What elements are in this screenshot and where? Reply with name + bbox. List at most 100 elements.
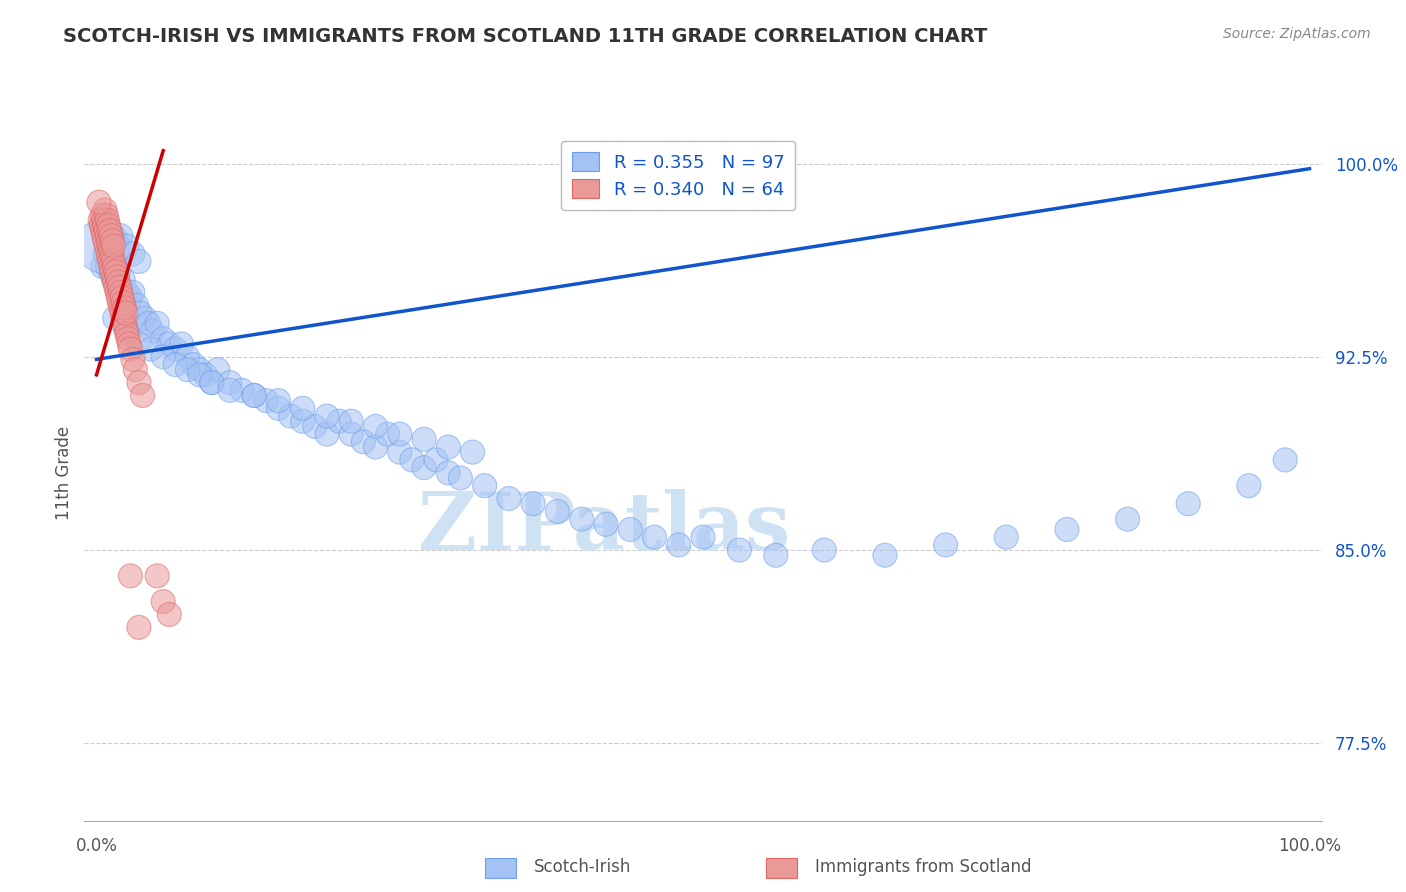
Point bbox=[183, 358, 205, 372]
Point bbox=[103, 269, 125, 284]
Point bbox=[87, 195, 110, 210]
Point bbox=[100, 244, 122, 259]
Point bbox=[104, 260, 127, 274]
Point bbox=[995, 530, 1018, 544]
Point bbox=[176, 362, 198, 376]
Point bbox=[101, 265, 124, 279]
Point bbox=[1116, 512, 1139, 526]
Text: Source: ZipAtlas.com: Source: ZipAtlas.com bbox=[1223, 27, 1371, 41]
Point bbox=[873, 548, 896, 562]
Point bbox=[110, 228, 132, 243]
Point bbox=[165, 342, 187, 356]
Point bbox=[280, 409, 302, 423]
Point bbox=[461, 445, 484, 459]
Point bbox=[139, 342, 162, 356]
Point bbox=[128, 376, 150, 390]
Point bbox=[128, 337, 150, 351]
Point bbox=[122, 352, 145, 367]
Point bbox=[316, 427, 339, 442]
Point bbox=[107, 275, 129, 289]
Point bbox=[152, 332, 174, 346]
Point bbox=[110, 301, 132, 315]
Point bbox=[104, 275, 127, 289]
Point bbox=[112, 301, 135, 315]
Point bbox=[377, 427, 399, 442]
Point bbox=[364, 440, 387, 454]
Point bbox=[98, 223, 121, 237]
Point bbox=[100, 228, 122, 243]
Point bbox=[291, 414, 314, 428]
Point bbox=[104, 234, 127, 248]
Point bbox=[401, 453, 423, 467]
Point bbox=[97, 221, 120, 235]
Point bbox=[115, 324, 138, 338]
Point bbox=[165, 358, 187, 372]
Point bbox=[96, 244, 118, 259]
Point bbox=[114, 321, 136, 335]
Point bbox=[96, 208, 118, 222]
Point bbox=[103, 254, 125, 268]
Point bbox=[107, 291, 129, 305]
Point bbox=[201, 376, 224, 390]
Point bbox=[1056, 523, 1078, 537]
Point bbox=[413, 460, 436, 475]
Point bbox=[110, 280, 132, 294]
Point bbox=[96, 213, 118, 227]
Point bbox=[111, 291, 134, 305]
Point bbox=[89, 213, 111, 227]
Text: Immigrants from Scotland: Immigrants from Scotland bbox=[815, 858, 1032, 876]
Point bbox=[94, 202, 117, 217]
Point bbox=[131, 388, 153, 402]
Point bbox=[141, 324, 163, 338]
Point bbox=[97, 234, 120, 248]
Point bbox=[101, 234, 124, 248]
Point bbox=[94, 246, 117, 260]
Point bbox=[115, 326, 138, 341]
Point bbox=[595, 517, 617, 532]
Point bbox=[138, 316, 160, 330]
Point bbox=[935, 538, 957, 552]
Point bbox=[128, 620, 150, 634]
Point bbox=[98, 254, 121, 268]
Point bbox=[692, 530, 714, 544]
Point bbox=[96, 239, 118, 253]
Point bbox=[388, 445, 411, 459]
Point bbox=[112, 311, 135, 326]
Point bbox=[104, 260, 127, 274]
Point bbox=[107, 265, 129, 279]
Point bbox=[112, 295, 135, 310]
Point bbox=[97, 219, 120, 233]
Text: SCOTCH-IRISH VS IMMIGRANTS FROM SCOTLAND 11TH GRADE CORRELATION CHART: SCOTCH-IRISH VS IMMIGRANTS FROM SCOTLAND… bbox=[63, 27, 987, 45]
Point bbox=[765, 548, 787, 562]
Point bbox=[291, 401, 314, 416]
Point bbox=[96, 228, 118, 243]
Point bbox=[97, 249, 120, 263]
Point bbox=[115, 239, 138, 253]
Point bbox=[188, 362, 211, 376]
Point bbox=[94, 219, 117, 233]
Point bbox=[93, 228, 115, 243]
Point bbox=[1274, 453, 1296, 467]
Point bbox=[104, 280, 127, 294]
Point bbox=[103, 272, 125, 286]
Point bbox=[115, 285, 138, 300]
Point bbox=[413, 432, 436, 446]
Point bbox=[103, 239, 125, 253]
Point bbox=[1177, 497, 1199, 511]
Point bbox=[152, 594, 174, 608]
Point bbox=[105, 285, 128, 300]
Point bbox=[122, 285, 145, 300]
Point bbox=[352, 434, 374, 449]
Point bbox=[129, 306, 152, 320]
Point bbox=[328, 414, 350, 428]
Point bbox=[437, 466, 460, 480]
Point bbox=[449, 471, 471, 485]
Point bbox=[474, 478, 496, 492]
Point bbox=[176, 350, 198, 364]
Point bbox=[231, 384, 253, 398]
Point bbox=[498, 491, 520, 506]
Point bbox=[243, 388, 266, 402]
Point bbox=[105, 269, 128, 284]
Point bbox=[1237, 478, 1260, 492]
Point bbox=[157, 607, 180, 622]
